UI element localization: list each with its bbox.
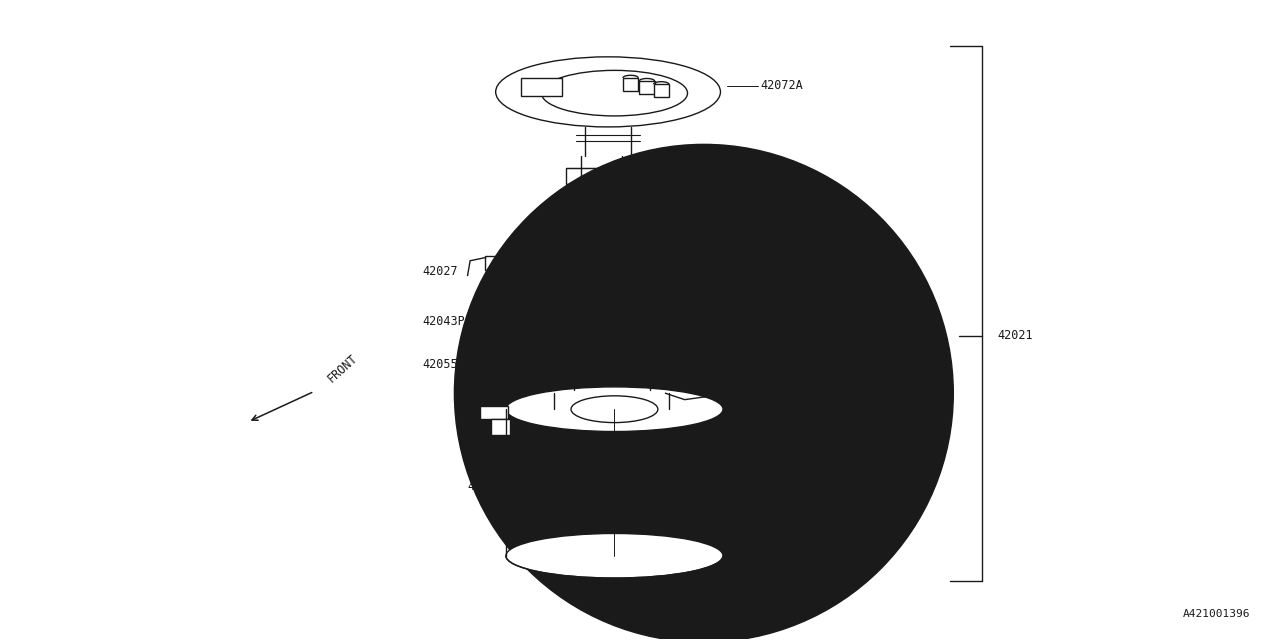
Ellipse shape — [483, 339, 605, 390]
Bar — [580, 218, 611, 230]
Ellipse shape — [554, 385, 669, 402]
Ellipse shape — [573, 383, 650, 397]
Bar — [710, 362, 736, 374]
Text: 42047: 42047 — [730, 283, 765, 296]
Circle shape — [454, 145, 954, 640]
Text: 42081B: 42081B — [755, 393, 797, 406]
Ellipse shape — [506, 387, 723, 431]
Ellipse shape — [573, 289, 650, 303]
Bar — [860, 399, 892, 425]
Bar — [480, 406, 508, 419]
Bar — [591, 280, 634, 292]
Text: 42027: 42027 — [422, 265, 458, 278]
Ellipse shape — [541, 70, 687, 116]
Ellipse shape — [554, 401, 669, 418]
Text: 42072A: 42072A — [760, 79, 803, 92]
Text: 42043P: 42043P — [422, 316, 466, 328]
Ellipse shape — [495, 57, 721, 127]
Ellipse shape — [506, 534, 723, 578]
Text: 42021: 42021 — [997, 330, 1033, 342]
Text: FRONT: FRONT — [325, 351, 360, 385]
Bar — [566, 168, 637, 184]
Ellipse shape — [502, 365, 588, 390]
Bar — [521, 78, 562, 96]
Bar — [654, 84, 669, 97]
Bar — [490, 419, 509, 435]
Text: 42055C: 42055C — [422, 358, 466, 371]
Text: 42015: 42015 — [467, 481, 503, 493]
Ellipse shape — [571, 396, 658, 422]
Text: A421001396: A421001396 — [1183, 609, 1251, 620]
Bar — [485, 256, 506, 270]
Text: 42046E: 42046E — [722, 239, 764, 252]
Bar — [704, 374, 742, 396]
Bar — [623, 78, 639, 91]
Bar — [639, 81, 654, 94]
Ellipse shape — [591, 276, 634, 284]
Text: 42022D: 42022D — [691, 338, 733, 351]
